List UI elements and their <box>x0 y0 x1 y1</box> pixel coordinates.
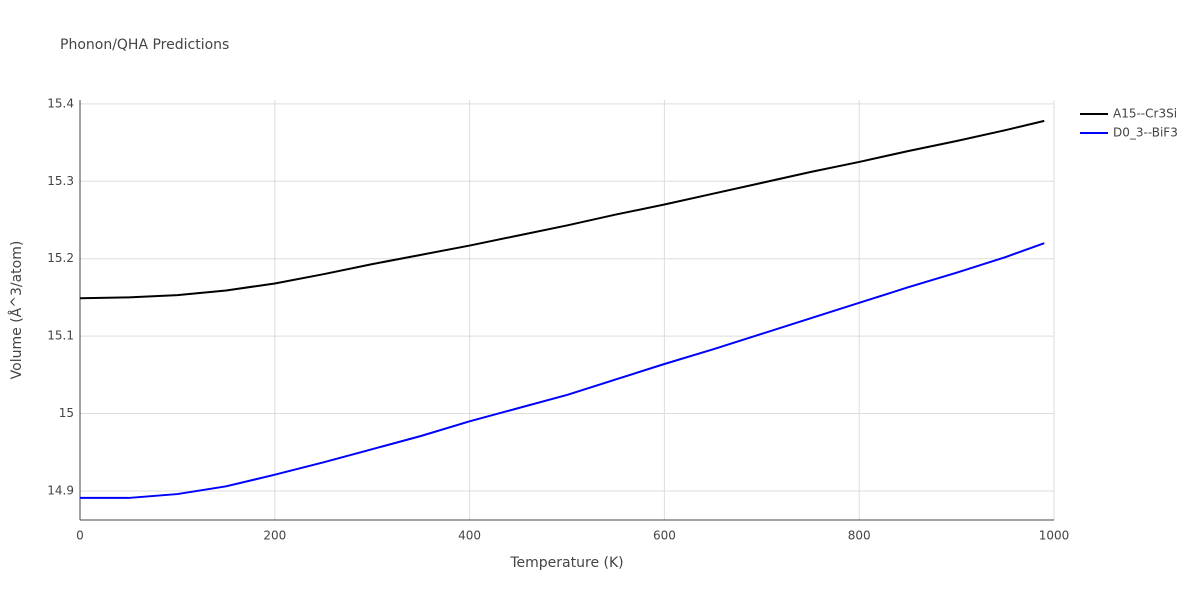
x-tick-label: 0 <box>76 529 84 543</box>
x-tick-label: 1000 <box>1039 529 1070 543</box>
x-tick-label: 800 <box>848 529 871 543</box>
y-tick-label: 14.9 <box>47 483 74 497</box>
legend-label: D0_3--BiF3 <box>1113 126 1178 140</box>
line-series <box>80 242 1045 499</box>
chart-title: Phonon/QHA Predictions <box>60 37 229 53</box>
y-tick-label: 15.4 <box>47 96 74 110</box>
x-tick-label: 400 <box>458 529 481 543</box>
y-tick-label: 15.2 <box>47 251 74 265</box>
y-tick-label: 15.1 <box>47 329 74 343</box>
y-tick-label: 15 <box>59 406 74 420</box>
x-tick-label: 200 <box>263 529 286 543</box>
x-tick-label: 600 <box>653 529 676 543</box>
y-tick-label: 15.3 <box>47 174 74 188</box>
legend-label: A15--Cr3Si <box>1113 107 1177 121</box>
y-axis-title: Volume (Å^3/atom) <box>8 241 25 380</box>
line-series <box>79 119 1045 300</box>
x-axis-title: Temperature (K) <box>509 555 623 571</box>
